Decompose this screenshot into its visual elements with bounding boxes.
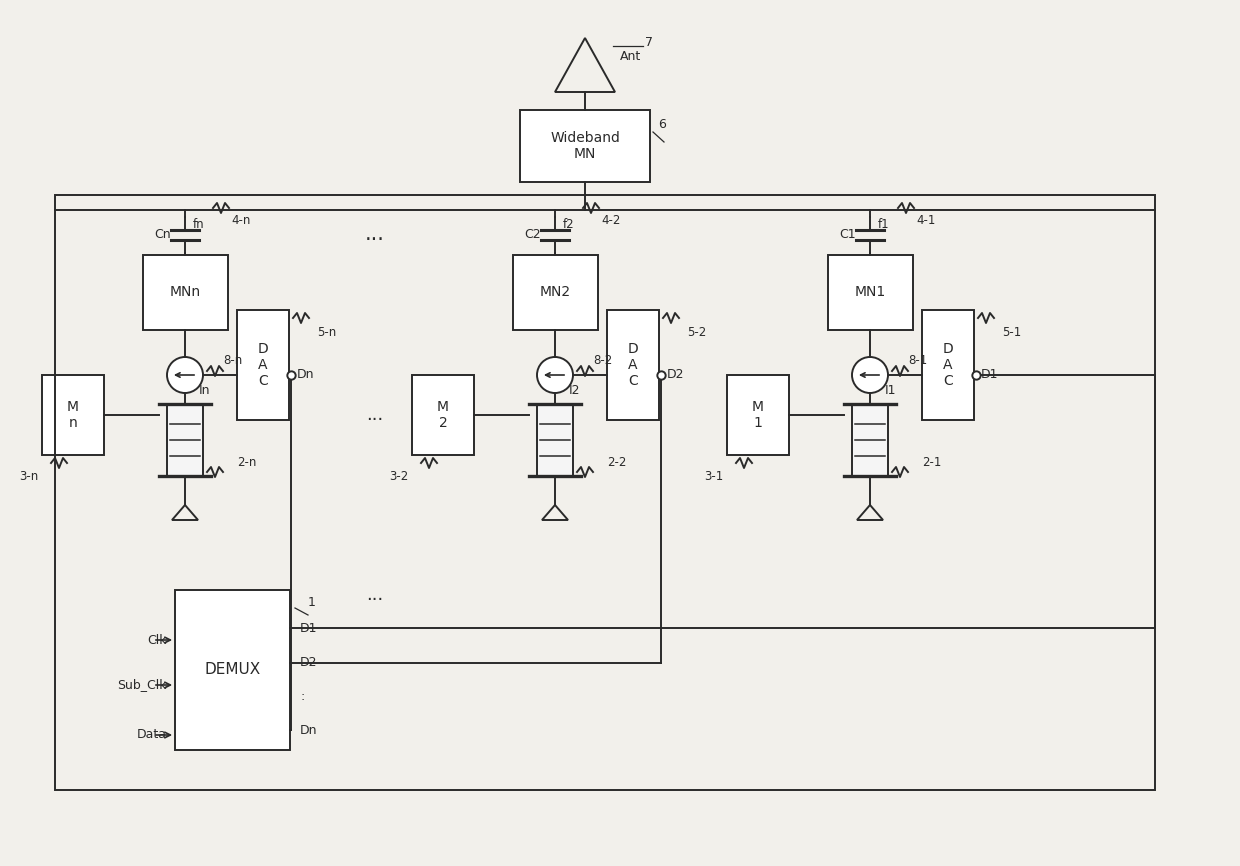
Text: 5-1: 5-1 — [1002, 326, 1022, 339]
Text: C2: C2 — [525, 229, 542, 242]
Text: Cn: Cn — [155, 229, 171, 242]
Circle shape — [537, 357, 573, 393]
Text: Dn: Dn — [300, 723, 317, 736]
Bar — [512, 255, 598, 330]
Text: 2-2: 2-2 — [608, 456, 626, 469]
Text: 4-1: 4-1 — [916, 214, 936, 227]
Circle shape — [852, 357, 888, 393]
Text: Data: Data — [136, 728, 167, 741]
Bar — [42, 375, 104, 455]
Bar — [237, 310, 289, 420]
Text: 2-1: 2-1 — [923, 456, 941, 469]
Bar — [537, 404, 573, 476]
Bar — [143, 255, 227, 330]
Text: 3-n: 3-n — [20, 470, 38, 483]
Text: 2-n: 2-n — [237, 456, 257, 469]
Bar — [412, 375, 474, 455]
Text: Ant: Ant — [620, 49, 641, 62]
Bar — [55, 195, 1154, 790]
Text: 8-1: 8-1 — [909, 354, 928, 367]
Text: ···: ··· — [366, 411, 383, 429]
Text: I1: I1 — [884, 385, 895, 397]
Text: D2: D2 — [300, 656, 317, 669]
Text: Dn: Dn — [296, 369, 314, 382]
Text: M
1: M 1 — [751, 400, 764, 430]
Text: D
A
C: D A C — [627, 342, 639, 388]
Text: MN1: MN1 — [854, 286, 885, 300]
Text: 4-2: 4-2 — [601, 214, 621, 227]
Bar — [727, 375, 789, 455]
Bar — [827, 255, 913, 330]
Bar — [852, 404, 888, 476]
Text: 8-n: 8-n — [223, 354, 243, 367]
Text: MN2: MN2 — [539, 286, 570, 300]
Text: ···: ··· — [366, 591, 383, 609]
Text: ···: ··· — [365, 230, 384, 250]
Text: D
A
C: D A C — [258, 342, 268, 388]
Text: f2: f2 — [563, 218, 575, 231]
Text: Wideband
MN: Wideband MN — [551, 131, 620, 161]
Text: D1: D1 — [981, 369, 998, 382]
Text: In: In — [200, 385, 211, 397]
Text: C1: C1 — [839, 229, 857, 242]
Text: DEMUX: DEMUX — [205, 662, 260, 677]
Text: D1: D1 — [300, 622, 317, 635]
Text: 3-2: 3-2 — [389, 470, 409, 483]
Text: 5-2: 5-2 — [687, 326, 707, 339]
Text: D
A
C: D A C — [942, 342, 954, 388]
Text: 7: 7 — [645, 36, 653, 49]
Text: 8-2: 8-2 — [594, 354, 613, 367]
Text: f1: f1 — [878, 218, 890, 231]
Text: Clk: Clk — [148, 634, 167, 647]
Bar — [608, 310, 658, 420]
Text: I2: I2 — [569, 385, 580, 397]
Text: 3-1: 3-1 — [704, 470, 724, 483]
Text: 1: 1 — [308, 596, 316, 609]
Bar — [923, 310, 973, 420]
Text: M
2: M 2 — [436, 400, 449, 430]
Text: MNn: MNn — [170, 286, 201, 300]
Text: Sub_Clk: Sub_Clk — [118, 678, 167, 691]
Bar — [167, 404, 203, 476]
Text: 6: 6 — [658, 119, 666, 132]
Text: :: : — [300, 690, 304, 703]
Bar — [175, 590, 290, 750]
Text: 4-n: 4-n — [232, 214, 250, 227]
Text: 5-n: 5-n — [317, 326, 336, 339]
Circle shape — [167, 357, 203, 393]
Text: M
n: M n — [67, 400, 79, 430]
Bar — [520, 110, 650, 182]
Text: D2: D2 — [666, 369, 683, 382]
Text: fn: fn — [193, 218, 205, 231]
